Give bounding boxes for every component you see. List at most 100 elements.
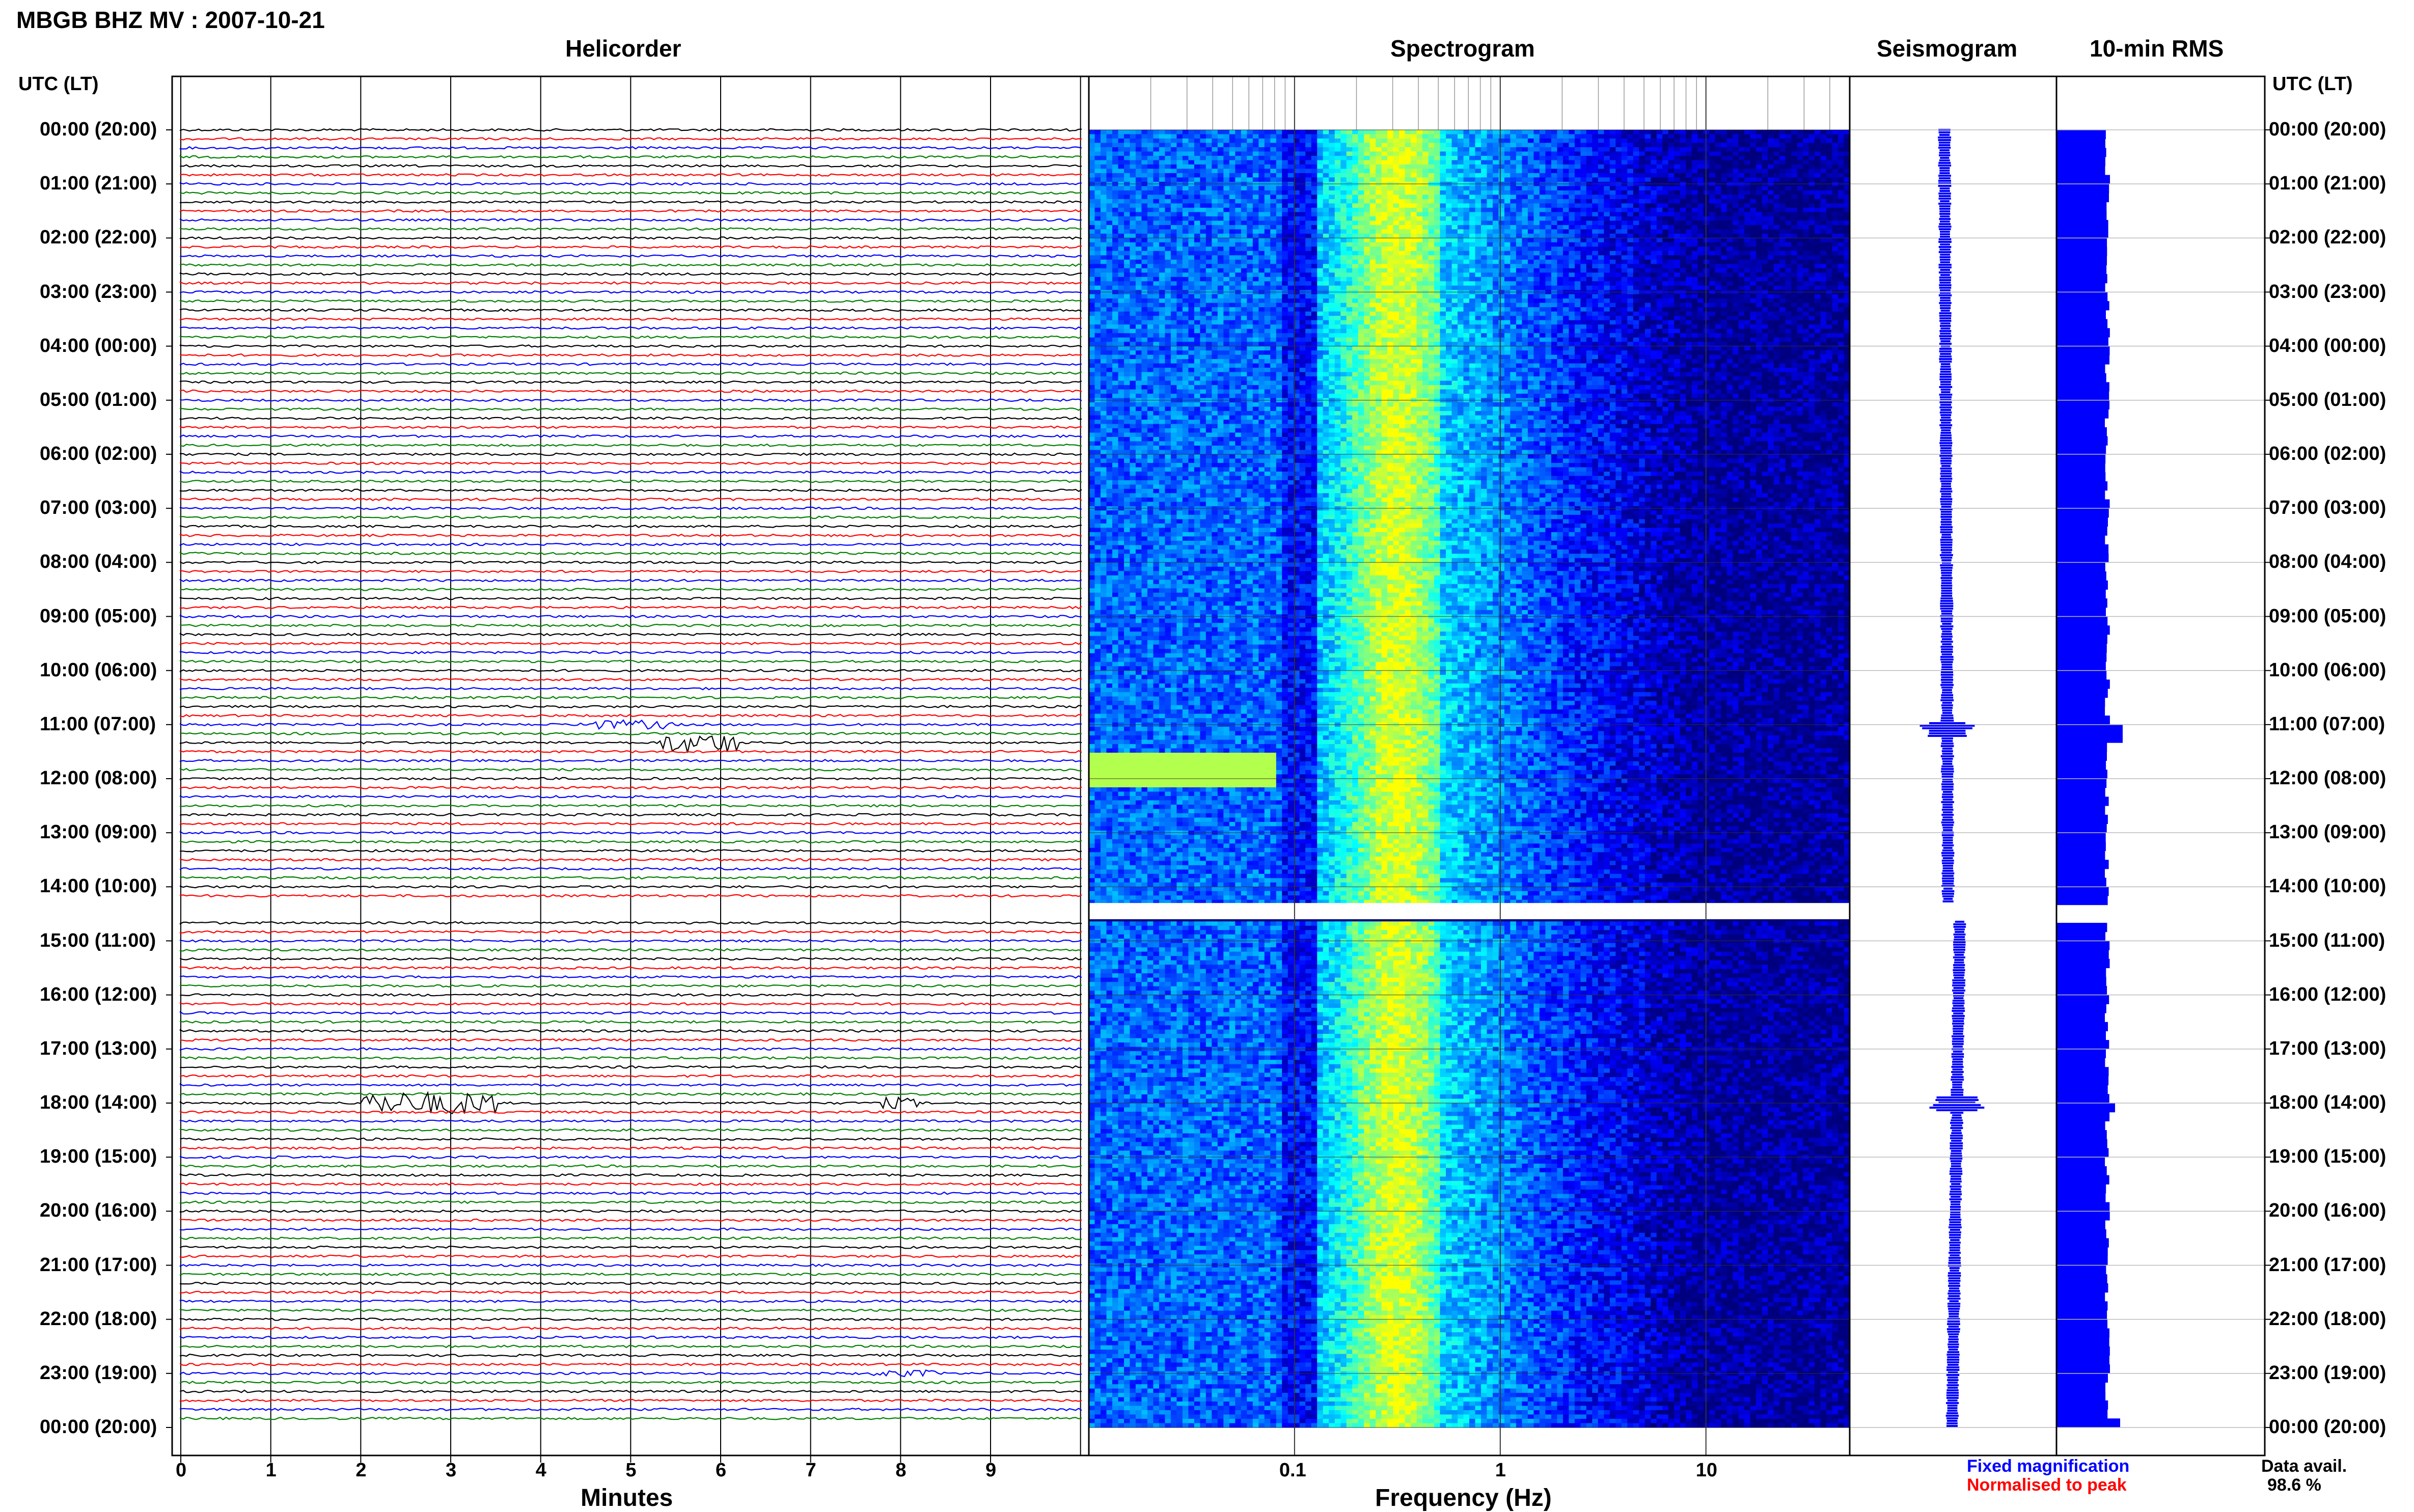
spectrogram-cell [1095,281,1101,286]
spectrogram-cell [1247,156,1253,160]
spectrogram-cell [1300,186,1306,190]
spectrogram-cell [1399,272,1405,277]
spectrogram-cell [1768,212,1774,216]
spectrogram-cell [1300,130,1306,134]
spectrogram-cell [1452,268,1458,273]
spectrogram-cell [1610,260,1616,264]
spectrogram-cell [1165,164,1171,169]
spectrogram-cell [1323,143,1329,148]
spectrogram-cell [1662,272,1668,277]
spectrogram-cell [1206,173,1212,178]
spectrogram-cell [1429,212,1435,216]
spectrogram-cell [1586,234,1593,238]
spectrogram-cell [1364,130,1370,134]
spectrogram-cell [1370,281,1376,286]
spectrogram-cell [1194,169,1200,173]
spectrogram-cell [1540,143,1546,148]
spectrogram-cell [1604,143,1610,148]
spectrogram-cell [1569,160,1575,165]
spectrogram-cell [1235,242,1241,247]
spectrogram-cell [1276,234,1282,238]
spectrogram-cell [1347,203,1353,208]
spectrogram-cell [1434,160,1440,165]
spectrogram-cell [1704,264,1710,268]
spectrogram-cell [1739,264,1745,268]
spectrogram-cell [1651,281,1657,286]
spectrogram-cell [1680,195,1686,199]
spectrogram-cell [1692,139,1698,143]
spectrogram-cell [1165,264,1171,268]
spectrogram-cell [1786,225,1792,230]
spectrogram-cell [1721,255,1727,260]
spectrogram-cell [1329,221,1335,225]
spectrogram-cell [1838,186,1844,190]
spectrogram-cell [1253,134,1259,139]
spectrogram-cell [1697,208,1704,212]
spectrogram-cell [1721,260,1727,264]
spectrogram-cell [1358,277,1364,282]
spectrogram-cell [1358,190,1364,195]
spectrogram-cell [1095,277,1101,282]
spectrogram-cell [1475,173,1482,178]
spectrogram-cell [1838,246,1844,251]
spectrogram-cell [1399,147,1405,152]
spectrogram-cell [1493,260,1499,264]
spectrogram-cell [1475,160,1482,165]
spectrogram-cell [1633,251,1639,256]
spectrogram-cell [1563,277,1569,282]
spectrogram-cell [1370,212,1376,216]
spectrogram-cell [1756,139,1762,143]
spectrogram-cell [1779,208,1786,212]
spectrogram-cell [1586,130,1593,134]
spectrogram-cell [1188,286,1194,290]
spectrogram-cell [1159,238,1165,242]
spectrogram-cell [1130,190,1136,195]
spectrogram-cell [1733,169,1739,173]
spectrogram-cell [1417,177,1423,182]
spectrogram-cell [1779,177,1786,182]
spectrogram-cell [1370,177,1376,182]
spectrogram-cell [1206,134,1212,139]
spectrogram-cell [1533,255,1540,260]
spectrogram-cell [1487,272,1493,277]
spectrogram-cell [1715,208,1721,212]
spectrogram-cell [1604,242,1610,247]
spectrogram-cell [1774,212,1780,216]
spectrogram-cell [1540,242,1546,247]
spectrogram-cell [1481,264,1487,268]
spectrogram-cell [1522,251,1528,256]
spectrogram-cell [1680,199,1686,204]
spectrogram-cell [1147,169,1154,173]
spectrogram-cell [1739,130,1745,134]
spectrogram-cell [1247,195,1253,199]
spectrogram-cell [1153,164,1159,169]
spectrogram-cell [1370,139,1376,143]
spectrogram-cell [1797,268,1803,273]
spectrogram-cell [1645,199,1651,204]
spectrogram-cell [1347,160,1353,165]
spectrogram-cell [1305,160,1311,165]
spectrogram-cell [1288,238,1294,242]
spectrogram-cell [1516,130,1522,134]
spectrogram-cell [1141,212,1147,216]
spectrogram-cell [1276,225,1282,230]
spectrogram-cell [1645,229,1651,234]
spectrogram-cell [1803,212,1809,216]
spectrogram-cell [1545,130,1551,134]
spectrogram-cell [1697,177,1704,182]
spectrogram-cell [1370,164,1376,169]
spectrogram-cell [1528,147,1534,152]
spectrogram-cell [1803,255,1809,260]
spectrogram-cell [1756,190,1762,195]
spectrogram-cell [1282,221,1288,225]
spectrogram-cell [1697,173,1704,178]
spectrogram-cell [1247,225,1253,230]
spectrogram-cell [1399,264,1405,268]
spectrogram-cell [1200,268,1206,273]
spectrogram-cell [1826,177,1832,182]
spectrogram-cell [1422,268,1429,273]
spectrogram-cell [1265,281,1271,286]
spectrogram-cell [1615,164,1622,169]
spectrogram-cell [1107,160,1113,165]
spectrogram-cell [1235,277,1241,282]
